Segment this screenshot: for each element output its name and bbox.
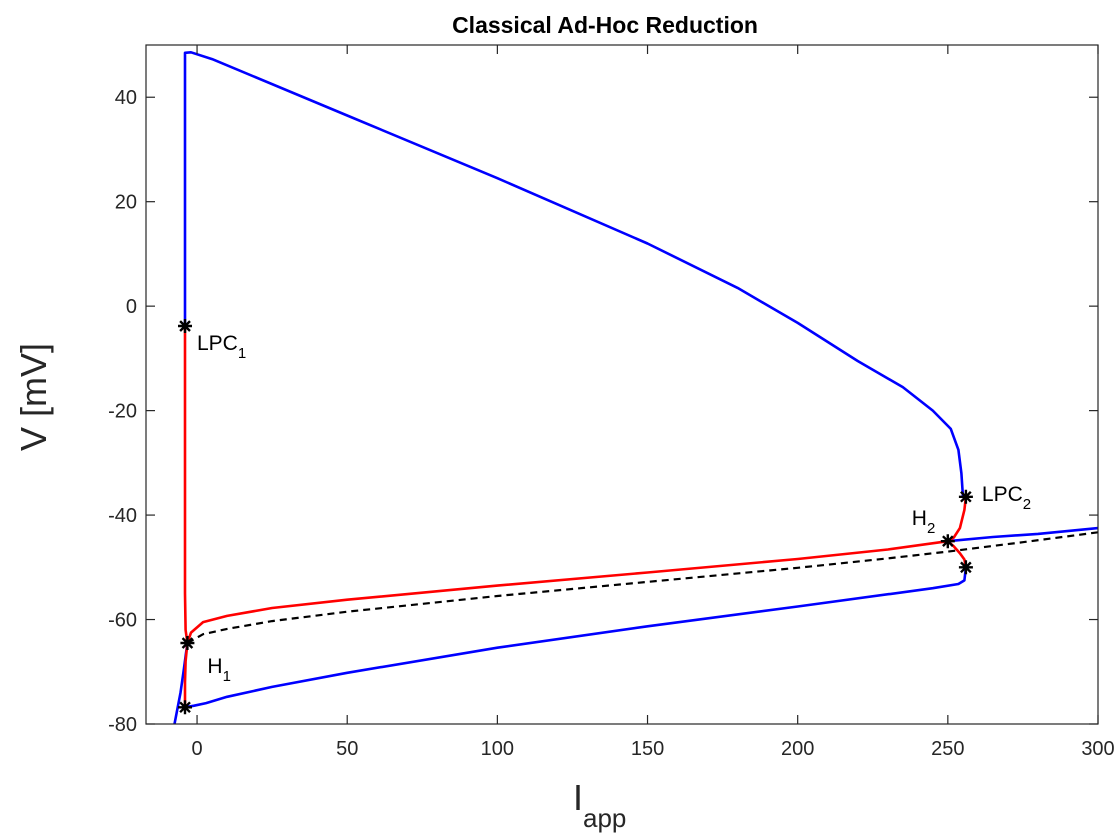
series-layer [173,51,1098,724]
marker-label-1: LPC1 [197,332,246,362]
y-tick-label: 0 [126,296,137,318]
x-tick-label: 150 [631,738,664,760]
bifurcation-marker-5 [958,489,973,504]
x-tick-label: 200 [781,738,814,760]
x-tick-label: 50 [336,738,358,760]
y-tick-label: 20 [115,192,137,214]
plot-area [146,45,1098,724]
series-line-5 [183,324,189,645]
y-tick-label: -40 [108,505,137,527]
series-line-6 [183,641,189,709]
x-axis-label-main: I [573,777,583,818]
series-line-2 [186,539,950,645]
bifurcation-marker-6 [958,560,973,575]
marker-label-2: H1 [207,655,231,685]
marker-label-4: H2 [912,507,936,537]
x-axis-label: Iapp [573,777,626,833]
plot-background [146,45,1098,724]
x-tick-label: 250 [931,738,964,760]
series-line-4 [186,531,1098,644]
x-axis-label-sub: app [583,803,626,833]
y-tick-label: -60 [108,610,137,632]
x-tick-label: 0 [191,738,202,760]
x-tick-label: 300 [1081,738,1114,760]
axes-box [145,44,1099,725]
marker-layer: LPC1 H1 H2 LPC2 [178,319,1031,715]
y-tick-label: 40 [115,87,137,109]
series-line-9 [183,566,968,709]
x-tick-label: 100 [481,738,514,760]
series-line-3 [946,526,1098,543]
bifurcation-marker-2 [180,636,195,650]
bifurcation-marker-1 [178,319,192,333]
bifurcation-marker-3 [178,700,192,715]
y-axis-label: V [mV] [13,343,54,451]
bifurcation-marker-4 [940,534,955,549]
marker-label-5: LPC2 [982,483,1031,513]
axes: 0 50 100 150 200 250 300 -80 -60 -40 -20 0 20 40 [108,44,1115,760]
chart-title: Classical Ad-Hoc Reduction [452,12,758,38]
series-line-7 [183,51,968,499]
y-tick-label: -20 [108,401,137,423]
y-tick-label: -80 [108,714,137,736]
